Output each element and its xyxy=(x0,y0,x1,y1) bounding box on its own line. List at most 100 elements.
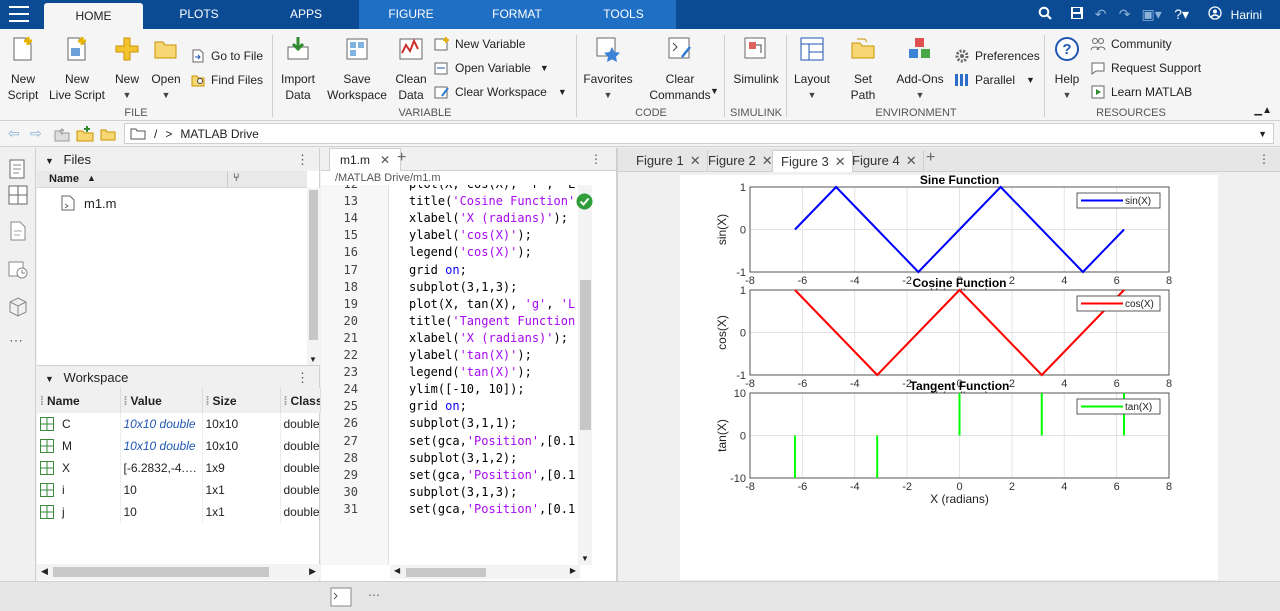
clean-data-button[interactable]: Clean Data xyxy=(394,35,428,103)
table-row[interactable]: i 10 1x1 double xyxy=(37,479,321,501)
workspace-panel-icon[interactable] xyxy=(7,184,29,206)
find-files-button[interactable]: Find Files xyxy=(190,69,263,91)
figure-menu-icon[interactable]: ⋮ xyxy=(1258,152,1270,166)
tab-plots[interactable]: PLOTS xyxy=(179,7,219,21)
tab-figure-2[interactable]: Figure 2 ✕ xyxy=(700,150,780,172)
column-header-name[interactable]: ⁞ Name xyxy=(37,388,121,413)
tab-apps[interactable]: APPS xyxy=(289,7,322,21)
close-tab-icon[interactable]: ✕ xyxy=(380,153,391,167)
workspace-hscrollbar[interactable]: ◀ ▶ xyxy=(37,564,320,580)
open-button[interactable]: Open ▼ xyxy=(148,35,184,103)
variable-name-cell[interactable]: M xyxy=(37,435,121,457)
collapse-caret-icon[interactable]: ▼ xyxy=(45,374,54,384)
source-control-icon[interactable]: ⑂ xyxy=(233,172,240,184)
table-row[interactable]: j 10 1x1 double xyxy=(37,501,321,523)
code-line[interactable]: set(gca,'Position',[0.1 xyxy=(409,434,575,448)
set-path-button[interactable]: Set Path xyxy=(840,35,886,103)
scroll-down-icon[interactable]: ▼ xyxy=(309,355,317,364)
save-workspace-button[interactable]: Save Workspace xyxy=(326,35,388,103)
close-tab-icon[interactable]: ✕ xyxy=(761,153,773,168)
new-button[interactable]: New ▼ xyxy=(112,35,142,103)
panel-menu-icon[interactable]: ⋮ xyxy=(296,370,309,385)
new-variable-button[interactable]: New Variable xyxy=(434,33,525,55)
variable-name-cell[interactable]: X xyxy=(37,457,121,479)
name-column-header[interactable]: Name xyxy=(49,173,79,185)
code-ok-check-icon[interactable] xyxy=(576,193,593,210)
undo-icon[interactable]: ↶ xyxy=(1094,6,1107,22)
code-line[interactable]: ylabel('tan(X)'); xyxy=(409,348,532,362)
close-tab-icon[interactable]: ✕ xyxy=(689,153,701,168)
code-panel-icon[interactable] xyxy=(7,220,29,242)
code-line[interactable]: set(gca,'Position',[0.1 xyxy=(409,468,575,482)
parallel-button[interactable]: Parallel ▼ xyxy=(954,69,1035,91)
code-line[interactable]: legend('cos(X)'); xyxy=(409,245,532,259)
code-line[interactable]: plot(X, cos(X), 'r', 'L xyxy=(409,185,575,191)
add-ons-button[interactable]: Add-Ons ▼ xyxy=(894,35,946,103)
scroll-right-icon[interactable]: ▶ xyxy=(569,566,576,575)
code-line[interactable]: ylabel('cos(X)'); xyxy=(409,228,532,242)
code-line[interactable]: subplot(3,1,3); xyxy=(409,485,517,499)
go-to-file-button[interactable]: Go to File xyxy=(190,45,263,67)
help-menu-icon[interactable]: ?▾ xyxy=(1174,6,1190,22)
search-icon[interactable] xyxy=(1033,6,1057,23)
files-scrollbar[interactable]: ▼ xyxy=(307,188,320,365)
browse-folder-icon[interactable] xyxy=(76,125,94,142)
close-tab-icon[interactable]: ✕ xyxy=(834,154,846,169)
table-row[interactable]: C 10x10 double 10x10 double xyxy=(37,413,321,435)
path-folder[interactable]: MATLAB Drive xyxy=(180,126,259,141)
window-switch-icon[interactable]: ▣▾ xyxy=(1141,6,1162,22)
files-panel-icon[interactable] xyxy=(7,158,29,180)
clear-commands-button[interactable]: Clear Commands xyxy=(642,35,718,103)
new-script-button[interactable]: New Script xyxy=(4,35,42,103)
scroll-left-icon[interactable]: ◀ xyxy=(394,566,401,575)
scroll-left-icon[interactable]: ◀ xyxy=(41,566,48,576)
user-name[interactable]: Harini xyxy=(1230,7,1262,22)
import-data-button[interactable]: Import Data xyxy=(278,35,318,103)
simulink-button[interactable]: Simulink xyxy=(730,35,782,87)
column-header-size[interactable]: ⁞ Size xyxy=(202,388,281,413)
collapse-toolstrip-icon[interactable]: ▁▲ xyxy=(1254,105,1272,116)
code-line[interactable]: xlabel('X (radians)'); xyxy=(409,211,568,225)
figure-canvas[interactable]: -8 -6 -4 -2 0 2 4 6 8 -1 0 1 sin(X) Sine Function sin(… xyxy=(680,173,1218,580)
editor-tab-m1[interactable]: m1.m ✕ xyxy=(329,148,402,171)
new-tab-icon[interactable]: + xyxy=(397,149,407,166)
hamburger-menu-icon[interactable] xyxy=(9,6,29,22)
command-window-icon[interactable] xyxy=(330,587,352,607)
community-button[interactable]: Community xyxy=(1090,33,1172,55)
variable-name-cell[interactable]: i xyxy=(37,479,121,501)
tab-tools[interactable]: TOOLS xyxy=(571,0,676,29)
request-support-button[interactable]: Request Support xyxy=(1090,57,1201,79)
tab-figure-1[interactable]: Figure 1 ✕ xyxy=(628,150,708,172)
editor-hscroll-thumb[interactable] xyxy=(406,568,486,577)
back-arrow-icon[interactable]: ⇦ xyxy=(8,125,20,141)
files-scroll-thumb[interactable] xyxy=(309,190,318,340)
up-folder-icon[interactable] xyxy=(54,126,70,142)
table-row[interactable]: X [-6.2832,-4.… 1x9 double xyxy=(37,457,321,479)
editor-vscrollbar[interactable]: ▼ xyxy=(576,185,593,565)
tab-figure-4[interactable]: Figure 4 ✕ xyxy=(844,150,924,172)
save-icon[interactable] xyxy=(1065,6,1089,23)
panel-menu-icon[interactable]: ⋮ xyxy=(296,152,309,167)
tab-home[interactable]: HOME xyxy=(44,3,143,29)
workspace-scroll-thumb[interactable] xyxy=(53,567,269,577)
editor-hscrollbar[interactable]: ◀ ▶ xyxy=(390,565,580,579)
editor-menu-icon[interactable]: ⋮ xyxy=(590,152,602,166)
code-line[interactable]: title('Tangent Function xyxy=(409,314,575,328)
tab-figure-3[interactable]: Figure 3 ✕ xyxy=(772,150,853,172)
code-line[interactable]: set(gca,'Position',[0.1 xyxy=(409,502,575,516)
code-line[interactable]: grid on; xyxy=(409,399,467,413)
scroll-down-icon[interactable]: ▼ xyxy=(581,554,589,563)
code-line[interactable]: xlabel('X (radians)'); xyxy=(409,331,568,345)
column-header-class[interactable]: ⁞ Class xyxy=(280,388,321,413)
path-dropdown-icon[interactable]: ▼ xyxy=(1258,128,1267,139)
folder-tree-icon[interactable] xyxy=(100,126,116,141)
path-root[interactable]: / xyxy=(154,126,158,141)
redo-icon[interactable]: ↷ xyxy=(1118,6,1131,22)
code-line[interactable]: ylim([-10, 10]); xyxy=(409,382,525,396)
forward-arrow-icon[interactable]: ⇨ xyxy=(30,125,42,141)
list-item[interactable]: m1.m xyxy=(37,188,319,218)
clear-workspace-button[interactable]: Clear Workspace ▼ xyxy=(434,81,567,103)
scroll-right-icon[interactable]: ▶ xyxy=(309,566,316,576)
layout-button[interactable]: Layout ▼ xyxy=(792,35,832,103)
